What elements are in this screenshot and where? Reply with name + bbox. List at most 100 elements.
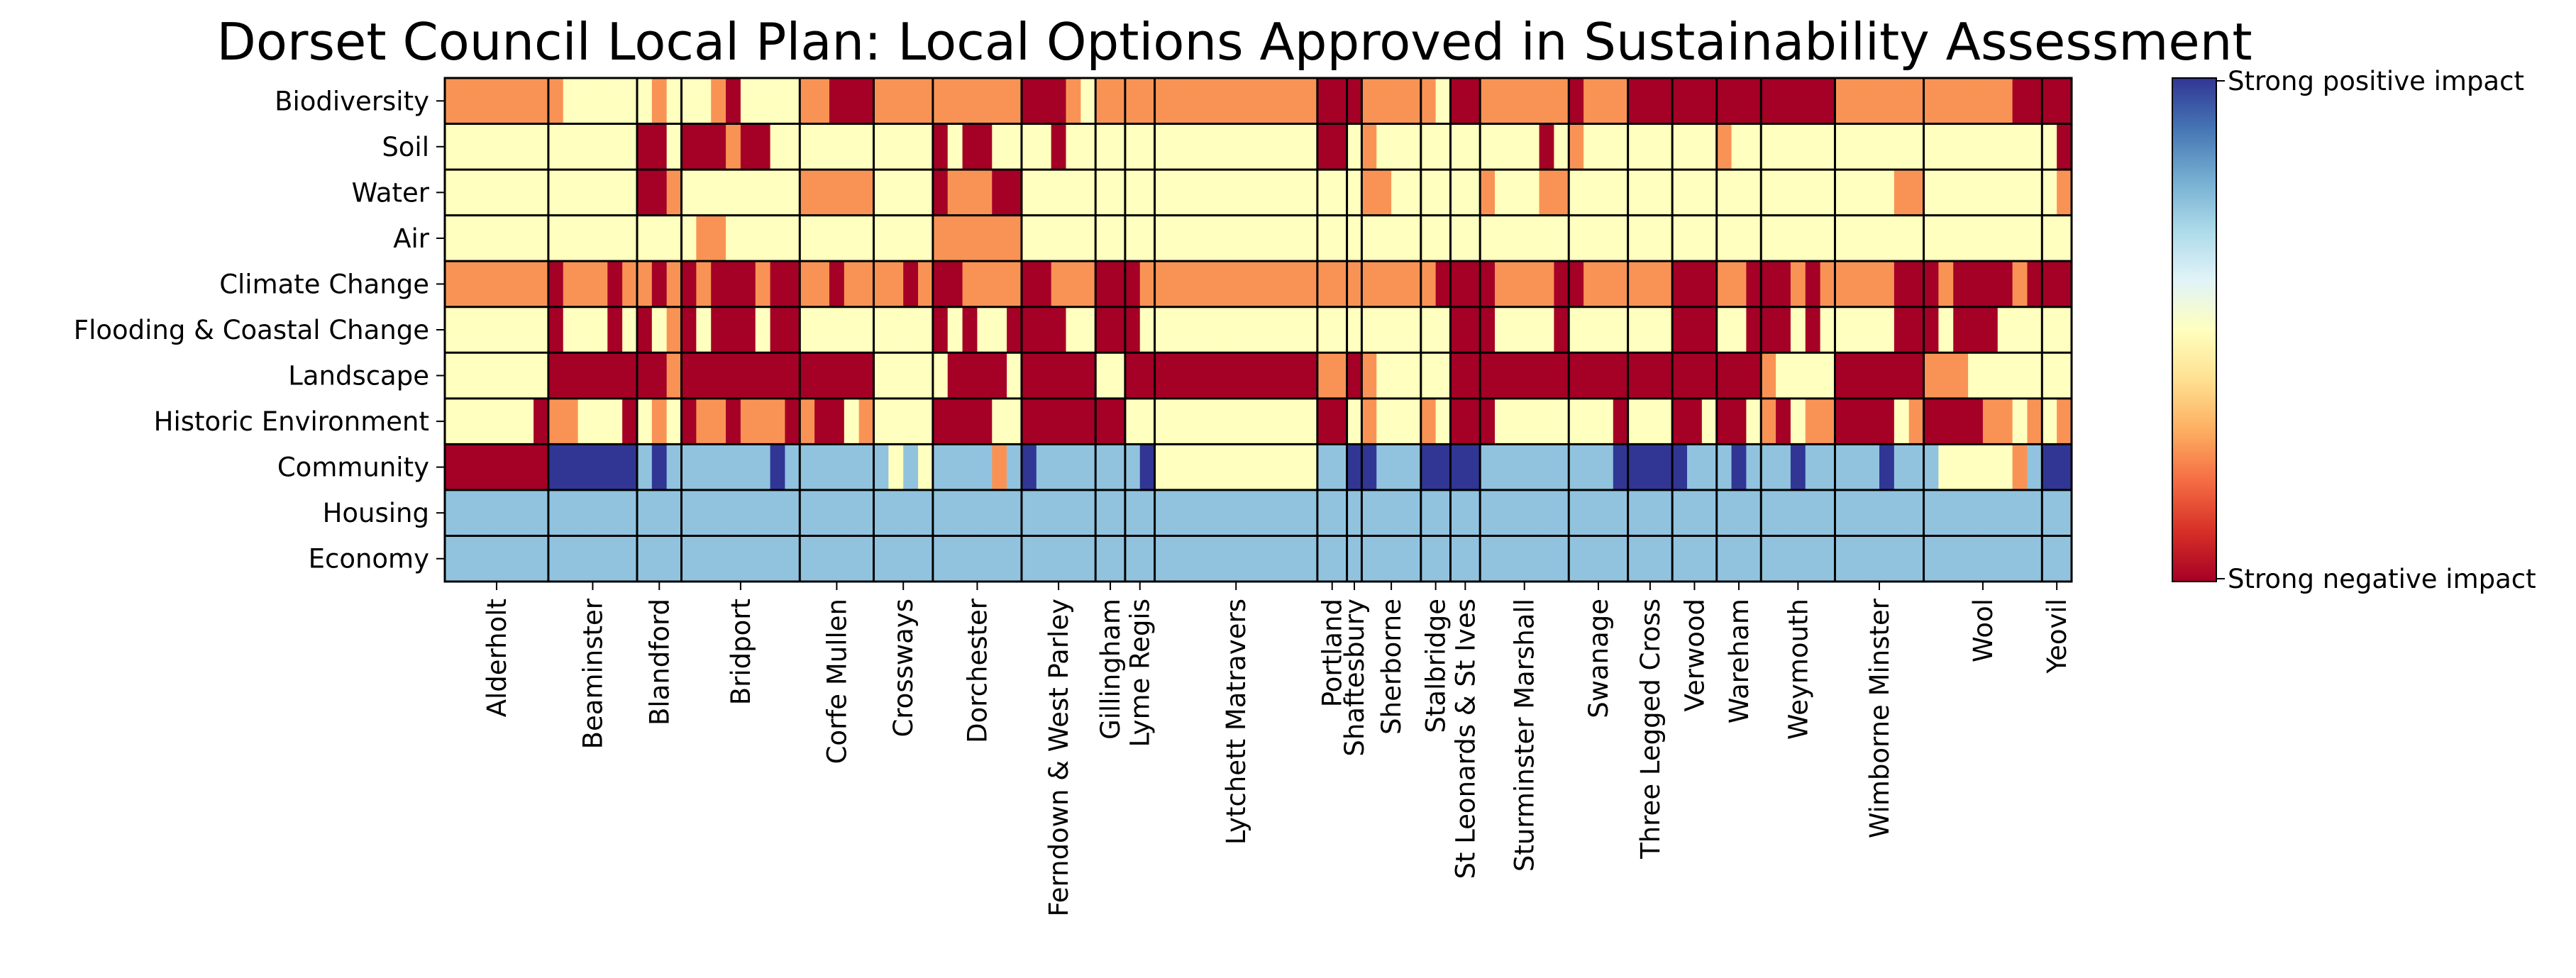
heatmap-cell xyxy=(1968,78,1984,125)
heatmap-cell xyxy=(1080,306,1096,353)
heatmap-cell xyxy=(1761,306,1776,353)
heatmap-cell xyxy=(903,489,919,537)
heatmap-cell xyxy=(1894,352,1910,399)
heatmap-cell xyxy=(696,352,712,399)
heatmap-cell xyxy=(1687,306,1703,353)
heatmap-cell xyxy=(681,444,697,491)
heatmap-cell xyxy=(918,535,934,582)
heatmap-cell xyxy=(1509,352,1525,399)
heatmap-cell xyxy=(504,215,519,262)
heatmap-cell xyxy=(681,215,697,262)
heatmap-cell xyxy=(519,306,534,353)
heatmap-cell xyxy=(2042,123,2057,170)
heatmap-cell xyxy=(1243,215,1259,262)
heatmap-cell xyxy=(800,123,815,170)
heatmap-cell xyxy=(977,444,993,491)
heatmap-cell xyxy=(1657,535,1673,582)
heatmap-cell xyxy=(1908,444,1925,491)
heatmap-cell xyxy=(1879,78,1895,125)
heatmap-cell xyxy=(1420,215,1437,262)
heatmap-cell xyxy=(1642,444,1658,491)
heatmap-cell xyxy=(1982,398,1999,445)
heatmap-cell xyxy=(1332,444,1348,491)
heatmap-cell xyxy=(962,535,978,582)
heatmap-cell xyxy=(814,398,830,445)
heatmap-cell xyxy=(1450,261,1466,308)
heatmap-cell xyxy=(1672,535,1688,582)
heatmap-cell xyxy=(474,398,490,445)
heatmap-cell xyxy=(1258,78,1273,125)
heatmap-cell xyxy=(1405,444,1422,491)
heatmap-cell xyxy=(1110,535,1126,582)
heatmap-cell xyxy=(1228,398,1244,445)
heatmap-cell xyxy=(1539,535,1555,582)
heatmap-cell xyxy=(636,444,653,491)
heatmap-cell xyxy=(1288,123,1303,170)
heatmap-cell xyxy=(1243,352,1259,399)
heatmap-cell xyxy=(1288,215,1303,262)
heatmap-cell xyxy=(785,170,800,216)
heatmap-cell xyxy=(1716,444,1732,491)
heatmap-cell xyxy=(1303,215,1318,262)
heatmap-cell xyxy=(1332,535,1348,582)
heatmap-cell xyxy=(1776,78,1791,125)
heatmap-cell xyxy=(1435,215,1452,262)
heatmap-cell xyxy=(1066,170,1081,216)
heatmap-cell xyxy=(1746,352,1762,399)
heatmap-cell xyxy=(858,535,875,582)
heatmap-cell xyxy=(2012,78,2028,125)
heatmap-cell xyxy=(977,306,993,353)
heatmap-cell xyxy=(1450,123,1466,170)
heatmap-cell xyxy=(1569,398,1584,445)
heatmap-cell xyxy=(1465,398,1481,445)
heatmap-cell xyxy=(1894,444,1910,491)
heatmap-cell xyxy=(534,444,549,491)
heatmap-cell xyxy=(1347,306,1363,353)
heatmap-cell xyxy=(1539,306,1555,353)
heatmap-cell xyxy=(1509,261,1525,308)
heatmap-cell xyxy=(1243,398,1259,445)
heatmap-cell xyxy=(1968,123,1984,170)
heatmap-cell xyxy=(726,352,741,399)
heatmap-cell xyxy=(947,489,963,537)
heatmap-cell xyxy=(1746,170,1762,216)
heatmap-cell xyxy=(1509,535,1525,582)
heatmap-cell xyxy=(1273,306,1288,353)
heatmap-cell xyxy=(1583,444,1599,491)
heatmap-cell xyxy=(829,78,845,125)
heatmap-cell xyxy=(1213,398,1229,445)
heatmap-cell xyxy=(2057,489,2072,537)
heatmap-cell xyxy=(1953,170,1969,216)
heatmap-cell xyxy=(577,123,594,170)
heatmap-cell xyxy=(1435,123,1452,170)
heatmap-cell xyxy=(1908,352,1925,399)
heatmap-cell xyxy=(2027,352,2042,399)
heatmap-cell xyxy=(1228,306,1244,353)
heatmap-cell xyxy=(1850,78,1865,125)
heatmap-cell xyxy=(1761,215,1776,262)
heatmap-cell xyxy=(1480,352,1496,399)
heatmap-cell xyxy=(1598,306,1614,353)
heatmap-cell xyxy=(888,535,904,582)
heatmap-cell xyxy=(459,78,475,125)
heatmap-cell xyxy=(800,215,815,262)
heatmap-cell xyxy=(947,261,963,308)
heatmap-cell xyxy=(592,215,608,262)
heatmap-cell xyxy=(1642,78,1658,125)
heatmap-cell xyxy=(1569,78,1584,125)
heatmap-cell xyxy=(1923,444,1939,491)
heatmap-cell xyxy=(770,123,786,170)
heatmap-cell xyxy=(1923,123,1939,170)
heatmap-cell xyxy=(858,78,875,125)
heatmap-cell xyxy=(1746,78,1762,125)
heatmap-cell xyxy=(2027,123,2042,170)
heatmap-cell xyxy=(1066,306,1081,353)
heatmap-cell xyxy=(1317,535,1333,582)
heatmap-cell xyxy=(1583,123,1599,170)
heatmap-cell xyxy=(1080,123,1096,170)
heatmap-cell xyxy=(1495,170,1510,216)
heatmap-cell xyxy=(1124,352,1141,399)
heatmap-cell xyxy=(577,398,594,445)
heatmap-cell xyxy=(474,261,490,308)
heatmap-cell xyxy=(622,170,638,216)
